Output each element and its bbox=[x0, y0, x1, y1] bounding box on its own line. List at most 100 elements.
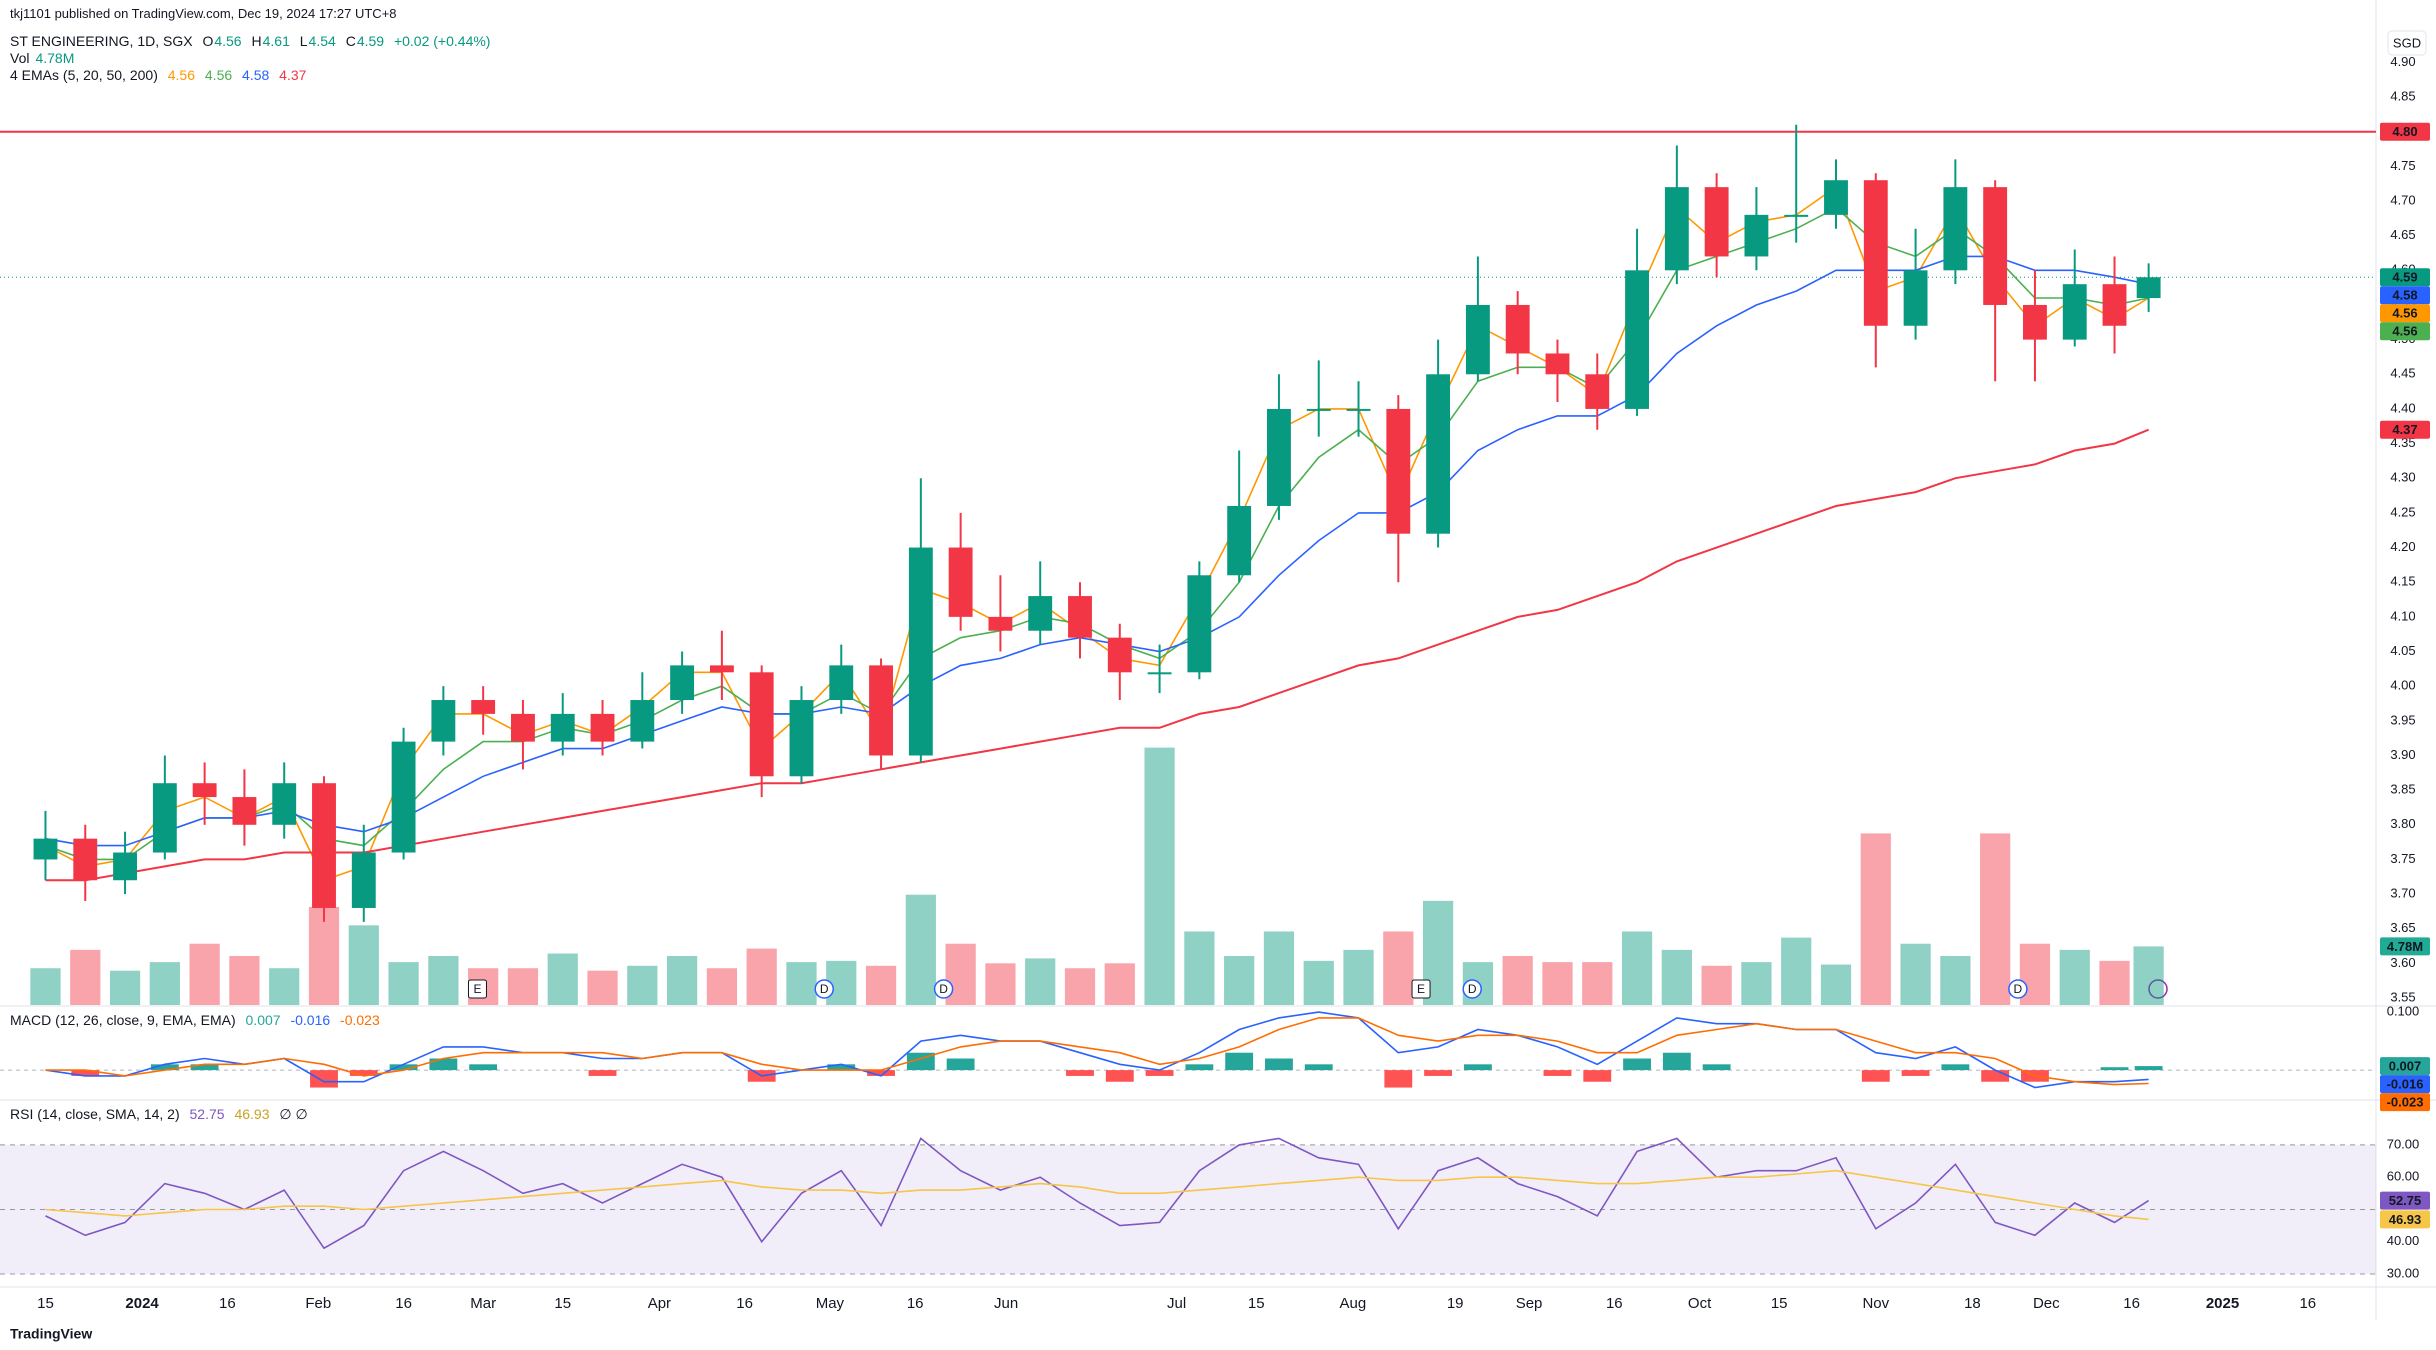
macd-histogram bbox=[1424, 1070, 1453, 1076]
ema-line bbox=[45, 206, 2149, 861]
macd-histogram bbox=[1145, 1070, 1174, 1076]
ohlc-value: 4.59 bbox=[356, 33, 385, 49]
x-tick-label: 16 bbox=[2123, 1295, 2140, 1312]
macd-histogram bbox=[1583, 1070, 1612, 1082]
x-tick-label: 16 bbox=[907, 1295, 924, 1312]
volume-bar bbox=[1661, 949, 1692, 1005]
ohlc-key: L bbox=[299, 33, 308, 49]
y-tick-label: 3.85 bbox=[2390, 782, 2415, 797]
y-tick-label: 3.60 bbox=[2390, 955, 2415, 970]
volume-bar bbox=[1621, 931, 1653, 1005]
volume-bar bbox=[666, 955, 698, 1005]
candle-body bbox=[312, 783, 336, 908]
ema-legend: 4 EMAs (5, 20, 50, 200) 4.56 4.56 4.58 4… bbox=[10, 67, 312, 83]
volume-bar bbox=[109, 970, 141, 1005]
ohlc-key: H bbox=[251, 33, 262, 49]
candle-body bbox=[1107, 637, 1132, 673]
volume-bar bbox=[2059, 949, 2090, 1005]
ohlc-key: C bbox=[345, 33, 356, 49]
macd-histogram bbox=[1981, 1070, 2010, 1082]
y-tick-label: 30.00 bbox=[2387, 1265, 2420, 1280]
candle-body bbox=[272, 783, 297, 825]
macd-histogram bbox=[1384, 1070, 1413, 1088]
event-label: D bbox=[2014, 982, 2023, 996]
currency-box[interactable] bbox=[2387, 30, 2427, 56]
axis-badge-label: 4.56 bbox=[2392, 306, 2417, 321]
x-tick-label: Sep bbox=[1516, 1295, 1543, 1312]
candle-body bbox=[431, 700, 456, 742]
candle-body bbox=[1465, 304, 1490, 375]
x-tick-label: Dec bbox=[2033, 1295, 2060, 1312]
volume-bar bbox=[1582, 962, 1613, 1005]
x-tick-label: 15 bbox=[1248, 1295, 1265, 1312]
volume-bar bbox=[507, 968, 539, 1005]
macd-histogram bbox=[349, 1070, 378, 1076]
event-icon bbox=[1411, 979, 1431, 999]
macd-histogram bbox=[867, 1070, 895, 1076]
candle-body bbox=[829, 665, 854, 701]
candle-body bbox=[2136, 277, 2161, 299]
volume-bar bbox=[1542, 962, 1573, 1005]
volume-bar bbox=[2099, 960, 2130, 1005]
y-tick-label: 3.80 bbox=[2390, 816, 2415, 831]
macd-histogram bbox=[1623, 1058, 1651, 1071]
ohlc-value: 4.54 bbox=[308, 33, 336, 49]
candle-body bbox=[988, 616, 1013, 631]
candle-body bbox=[1306, 408, 1331, 411]
volume-bar bbox=[706, 968, 738, 1005]
macd-histogram bbox=[1225, 1052, 1254, 1071]
volume-value: 4.78M bbox=[35, 50, 75, 66]
candle-body bbox=[2102, 284, 2127, 326]
y-tick-label: 4.35 bbox=[2390, 435, 2415, 450]
footer: TradingView bbox=[10, 1326, 92, 1342]
volume-bar bbox=[1900, 943, 1931, 1005]
macd-name: MACD (12, 26, close, 9, EMA, EMA) bbox=[10, 1012, 236, 1028]
axis-badge-label: 4.58 bbox=[2392, 288, 2417, 303]
x-tick-label: Feb bbox=[305, 1295, 331, 1312]
x-tick-label: 16 bbox=[1606, 1295, 1623, 1312]
macd-histogram bbox=[469, 1064, 498, 1071]
volume-bar bbox=[627, 965, 658, 1005]
candle-body bbox=[1068, 596, 1092, 638]
y-tick-label: 3.55 bbox=[2390, 990, 2415, 1005]
volume-bar bbox=[189, 943, 220, 1005]
axis-badge-label: 52.75 bbox=[2389, 1193, 2422, 1208]
candle-body bbox=[1505, 304, 1530, 354]
y-tick-label: 4.25 bbox=[2390, 504, 2415, 519]
axis-badge bbox=[2380, 1075, 2430, 1094]
y-tick-label: 70.00 bbox=[2387, 1136, 2420, 1151]
x-tick-label: 18 bbox=[1964, 1295, 1981, 1312]
x-tick-label: 15 bbox=[1771, 1295, 1788, 1312]
axis-badge bbox=[2380, 268, 2430, 287]
candle-body bbox=[1545, 353, 1570, 375]
rsi-line bbox=[45, 1169, 2149, 1221]
alert-icon[interactable] bbox=[2148, 979, 2168, 999]
ema-line bbox=[45, 428, 2149, 882]
axis-badge bbox=[2380, 1057, 2430, 1076]
volume-bar bbox=[1980, 833, 2011, 1005]
macd-histogram bbox=[1543, 1070, 1572, 1076]
y-tick-label: 4.85 bbox=[2390, 88, 2415, 103]
candle-body bbox=[630, 700, 655, 742]
event-label: D bbox=[820, 982, 829, 996]
event-icon bbox=[814, 979, 834, 999]
change: +0.02 (+0.44%) bbox=[393, 33, 491, 49]
ema-line bbox=[45, 185, 2150, 882]
event-label: D bbox=[1468, 982, 1477, 996]
candle-body bbox=[948, 547, 973, 617]
axis-badge-label: 46.93 bbox=[2389, 1212, 2422, 1227]
volume-bar bbox=[985, 963, 1016, 1005]
volume-bar bbox=[1104, 963, 1135, 1005]
volume-bar bbox=[1343, 949, 1374, 1005]
candle-body bbox=[1147, 672, 1172, 675]
candle-body bbox=[1824, 180, 1848, 215]
x-tick-label: 15 bbox=[37, 1295, 54, 1312]
candle-body bbox=[511, 713, 535, 742]
candle-body bbox=[1744, 214, 1769, 257]
axis-badge-label: 4.80 bbox=[2392, 124, 2417, 139]
x-tick-label: Jul bbox=[1167, 1295, 1186, 1312]
candle-body bbox=[33, 838, 58, 860]
candle-body bbox=[1704, 187, 1729, 257]
event-icon bbox=[467, 979, 487, 999]
y-tick-label: 4.15 bbox=[2390, 574, 2415, 589]
